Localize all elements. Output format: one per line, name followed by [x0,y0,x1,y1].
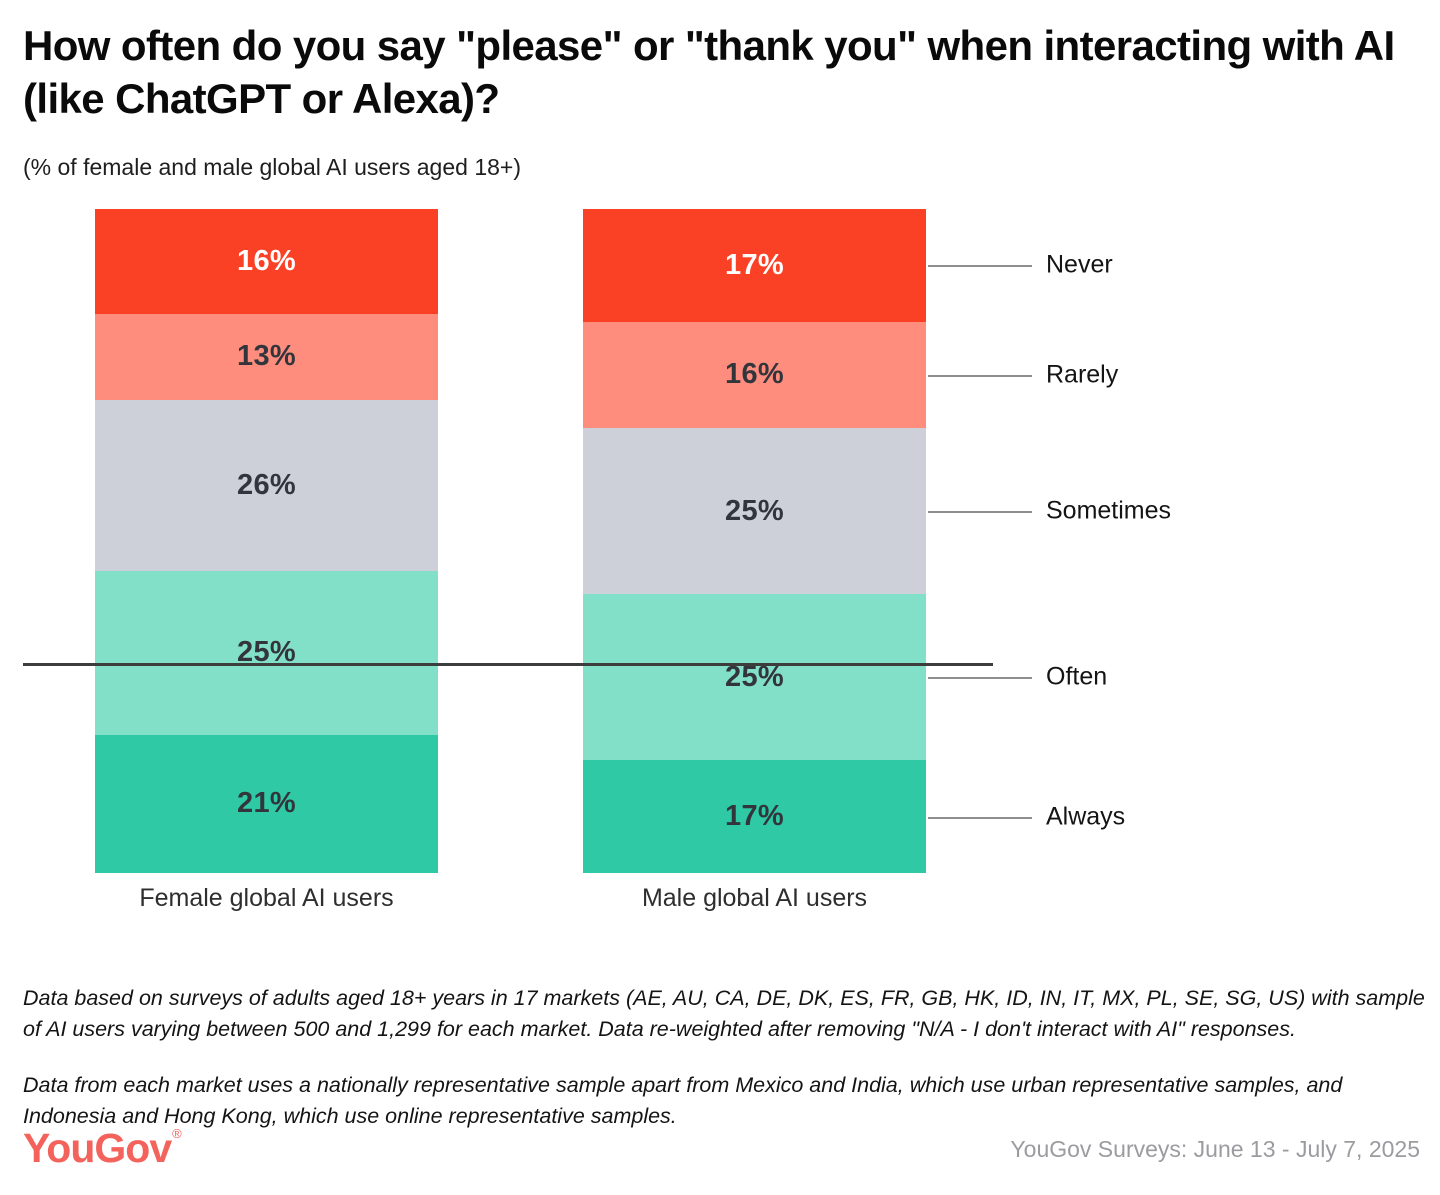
segment-value-label: 16% [725,358,784,391]
segment-value-label: 16% [237,245,296,278]
category-label-male: Male global AI users [641,884,868,912]
segment-value-label: 17% [725,248,784,281]
segment-often-female: 25% [95,570,438,735]
stacked-bar-chart: 16% 13% 26% 25% 21% 17% 16% 25% 25% 17% Never Rar… [0,209,1440,873]
category-label-female: Female global AI users [139,884,394,912]
segment-always-female: 21% [95,734,438,873]
registered-trademark-icon: ® [172,1126,182,1141]
segment-value-label: 17% [725,800,784,833]
segment-rarely-female: 13% [95,314,438,400]
segment-value-label: 21% [237,787,296,820]
leader-line-always [928,816,1032,819]
bar-female-global-ai-users: 16% 13% 26% 25% 21% [95,209,438,873]
x-axis-line [23,663,993,666]
segment-sometimes-male: 25% [583,428,926,595]
footnote-samples: Data from each market uses a nationally … [23,1073,1343,1128]
leader-line-sometimes [928,511,1032,514]
yougov-logo-text: YouGov [23,1125,172,1171]
segment-rarely-male: 16% [583,321,926,429]
legend-label-never: Never [1046,250,1113,279]
legend-label-often: Often [1046,662,1108,691]
page-title: How often do you say "please" or "thank … [23,22,1395,122]
leader-line-rarely [928,375,1032,377]
chart-subtitle: (% of female and male global AI users ag… [23,154,521,180]
survey-source-text: YouGov Surveys: June 13 - July 7, 2025 [1010,1136,1420,1162]
segment-often-male: 25% [583,594,926,761]
segment-never-male: 17% [583,209,926,322]
footnote-methodology: Data based on surveys of adults aged 18+… [23,986,1425,1041]
segment-value-label: 26% [237,468,296,501]
segment-sometimes-female: 26% [95,399,438,571]
legend-label-sometimes: Sometimes [1046,496,1172,525]
leader-line-often [928,677,1032,680]
segment-value-label: 25% [237,636,296,669]
segment-value-label: 25% [725,494,784,527]
segment-value-label: 13% [237,340,296,373]
leader-line-never [928,265,1032,268]
bar-male-global-ai-users: 17% 16% 25% 25% 17% [583,209,926,873]
yougov-logo: YouGov® [23,1125,182,1172]
segment-always-male: 17% [583,760,926,873]
segment-never-female: 16% [95,209,438,315]
legend-label-rarely: Rarely [1046,360,1119,389]
legend-label-always: Always [1046,802,1126,831]
